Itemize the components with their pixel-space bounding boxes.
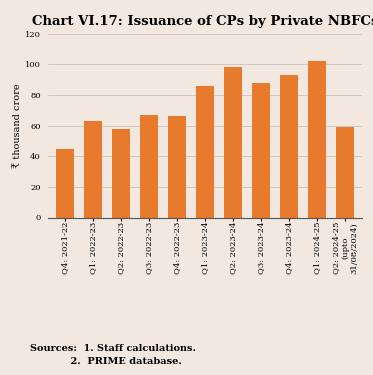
Title: Chart VI.17: Issuance of CPs by Private NBFCs: Chart VI.17: Issuance of CPs by Private … [32, 15, 373, 28]
Bar [56, 148, 74, 217]
Bar [140, 115, 158, 218]
Bar [84, 121, 102, 218]
Text: Sources:  1. Staff calculations.
            2.  PRIME database.: Sources: 1. Staff calculations. 2. PRIME… [30, 344, 196, 366]
Bar [308, 61, 326, 217]
Bar [168, 116, 186, 218]
Bar [224, 68, 242, 218]
Bar [112, 129, 130, 217]
Bar [252, 83, 270, 218]
Bar [280, 75, 298, 217]
Bar [336, 127, 354, 218]
Bar [196, 86, 214, 218]
Y-axis label: ₹ thousand crore: ₹ thousand crore [13, 83, 22, 168]
